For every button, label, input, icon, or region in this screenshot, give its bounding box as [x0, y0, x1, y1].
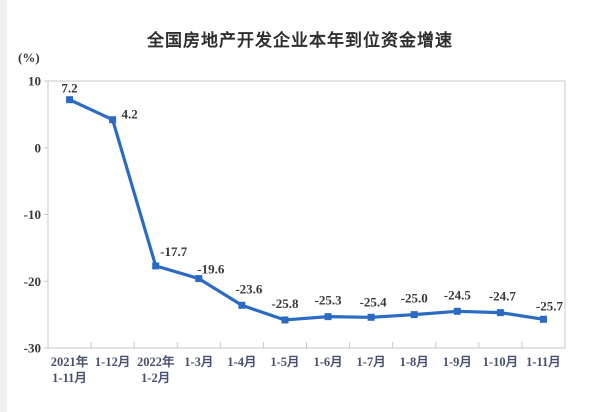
- data-point-marker: [109, 116, 117, 124]
- data-point-label: 4.2: [122, 107, 138, 122]
- x-axis-label: 1-10月: [483, 355, 518, 369]
- data-point-marker: [496, 309, 504, 317]
- data-point-marker: [281, 316, 289, 324]
- data-point-label: -25.0: [401, 291, 428, 306]
- data-point-marker: [238, 301, 246, 309]
- data-point-label: -19.6: [197, 262, 225, 277]
- x-axis-label: 1-7月: [357, 355, 386, 369]
- chart-title: 全国房地产开发企业本年到位资金增速: [147, 31, 453, 50]
- data-point-label: -25.8: [271, 296, 299, 311]
- data-point-marker: [66, 96, 74, 104]
- data-point-label: -24.5: [444, 287, 472, 302]
- data-point-label: -25.3: [314, 293, 342, 308]
- line-series: [68, 98, 544, 322]
- data-point-marker: [195, 275, 203, 283]
- y-axis-label: -10: [24, 207, 41, 222]
- data-point-label: -24.7: [489, 289, 517, 304]
- y-axis-label: 10: [28, 74, 41, 89]
- data-point-marker: [324, 313, 332, 321]
- data-point-marker: [410, 311, 418, 319]
- data-point-label: -25.7: [536, 298, 564, 313]
- x-axis-label: 1-9月: [443, 355, 472, 369]
- x-axis-label: 1-12月: [95, 355, 130, 369]
- x-axis-label: 2021年: [51, 354, 89, 369]
- x-axis-label: 1-3月: [184, 355, 213, 369]
- x-axis-label: 1-2月: [141, 371, 170, 385]
- data-point-label: -25.4: [360, 294, 388, 309]
- data-point-label: 7.2: [61, 81, 77, 96]
- data-point-marker: [367, 313, 375, 321]
- x-axis-label: 1-4月: [227, 355, 256, 369]
- data-point-marker: [539, 315, 547, 323]
- x-axis-label: 1-5月: [270, 355, 299, 369]
- x-axis-label: 2022年: [137, 354, 175, 369]
- y-axis-label: 0: [35, 140, 42, 155]
- data-point-marker: [152, 262, 160, 270]
- data-point-marker: [453, 307, 461, 315]
- y-axis-label: -20: [24, 274, 41, 289]
- x-axis-label: 1-8月: [400, 355, 429, 369]
- x-axis-label: 1-6月: [313, 355, 342, 369]
- y-axis-unit-label: (%): [18, 50, 40, 65]
- x-axis-label: 1-11月: [526, 355, 561, 369]
- page-left-gutter: [0, 0, 7, 412]
- data-point-label: -17.7: [160, 244, 188, 259]
- y-axis-label: -30: [24, 341, 41, 356]
- x-axis-label: 1-11月: [52, 371, 87, 385]
- data-point-label: -23.6: [235, 281, 263, 296]
